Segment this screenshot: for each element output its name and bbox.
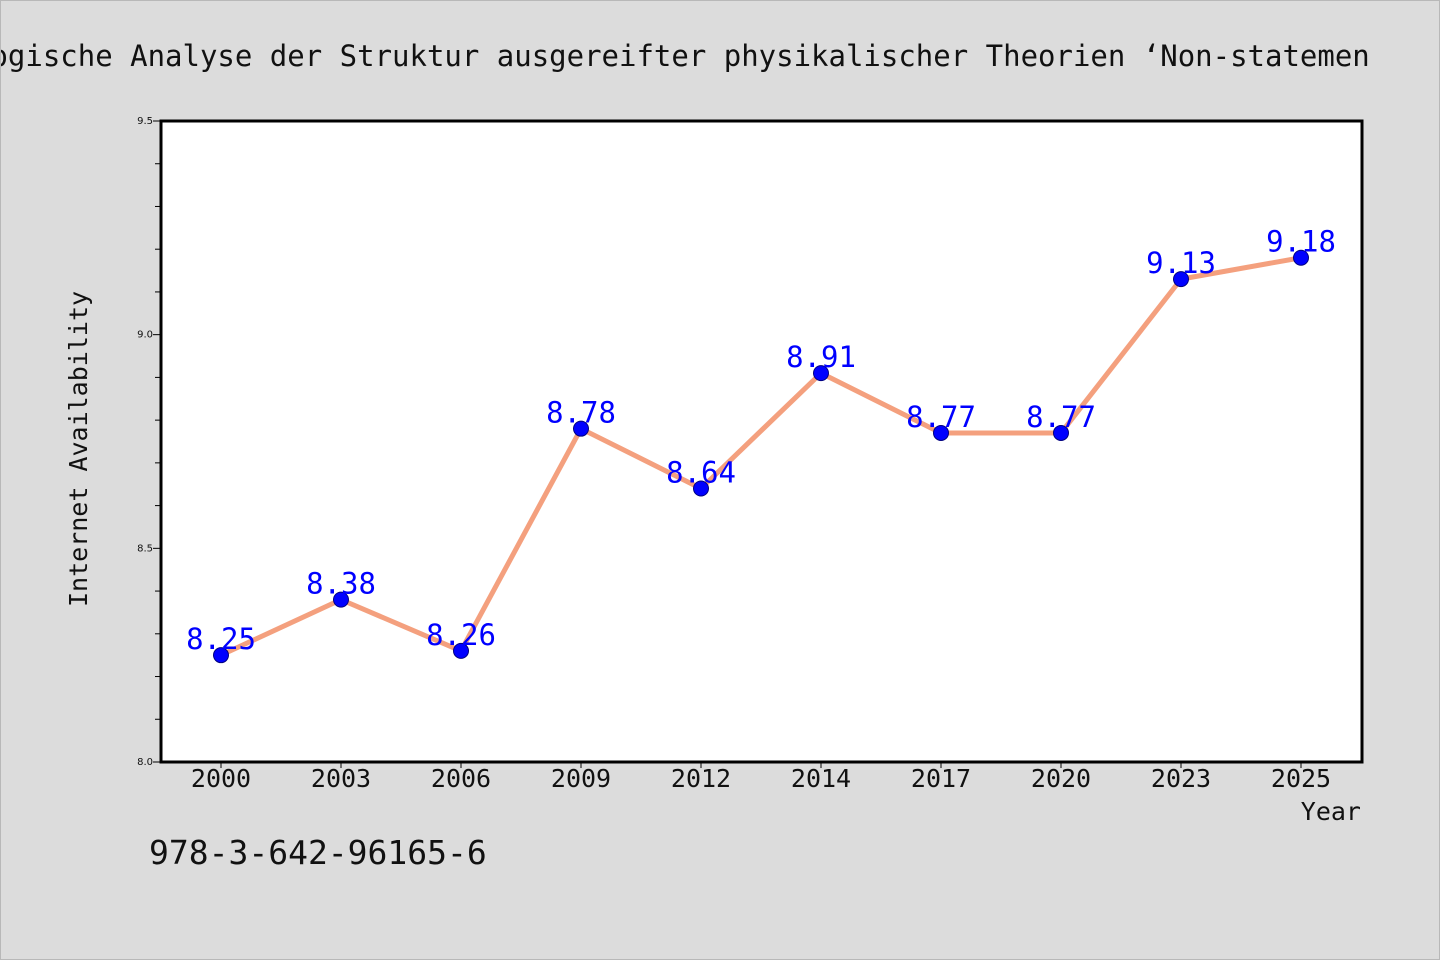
y-tick-label: 9.0 [137, 330, 153, 341]
x-axis-label: Year [1301, 797, 1361, 826]
y-tick-label: 8.5 [137, 543, 153, 554]
data-point [1053, 424, 1069, 441]
y-axis: 8.0 8.5 9.0 9.5 [137, 116, 161, 768]
data-point [1293, 249, 1309, 266]
data-label: 8.38 [306, 567, 376, 601]
data-label: 9.18 [1266, 225, 1336, 259]
x-tick-label: 2006 [431, 764, 491, 793]
y-tick-label: 9.5 [137, 116, 153, 127]
x-tick-label: 2009 [551, 764, 611, 793]
data-point [813, 365, 829, 382]
data-label: 8.25 [186, 622, 256, 656]
x-tick-label: 2025 [1271, 764, 1331, 793]
x-tick-label: 2023 [1151, 764, 1211, 793]
data-point [213, 647, 229, 664]
data-point [933, 424, 949, 441]
data-label: 8.91 [786, 340, 856, 374]
data-point [693, 480, 709, 497]
y-axis-label: Internet Availability [64, 291, 93, 607]
data-label: 9.13 [1146, 246, 1216, 280]
data-label: 8.64 [666, 456, 736, 490]
data-point [1173, 271, 1189, 288]
x-axis: 2000 2003 2006 2009 2012 2014 2017 2020 2023 2025 [191, 762, 1331, 793]
data-label: 8.77 [1026, 400, 1096, 434]
data-point [453, 642, 469, 659]
x-tick-label: 2000 [191, 764, 251, 793]
data-label: 8.77 [906, 400, 976, 434]
data-point [573, 420, 589, 437]
isbn-label: 978-3-642-96165-6 [149, 833, 487, 872]
data-label: 8.26 [426, 618, 496, 652]
x-tick-label: 2014 [791, 764, 851, 793]
x-tick-label: 2020 [1031, 764, 1091, 793]
x-tick-label: 2003 [311, 764, 371, 793]
x-tick-label: 2017 [911, 764, 971, 793]
data-point [333, 591, 349, 608]
plot-area [159, 119, 1364, 764]
y-tick-label: 8.0 [137, 757, 153, 768]
series-line [219, 255, 1302, 658]
data-label: 8.78 [546, 396, 616, 430]
x-tick-label: 2012 [671, 764, 731, 793]
series-internet-availability: 8.25 8.38 8.26 8.78 8.64 8.91 8.77 8.77 9.13 9.18 [186, 225, 1336, 664]
chart-title: Logische Analyse der Struktur ausgereift… [0, 39, 1370, 73]
